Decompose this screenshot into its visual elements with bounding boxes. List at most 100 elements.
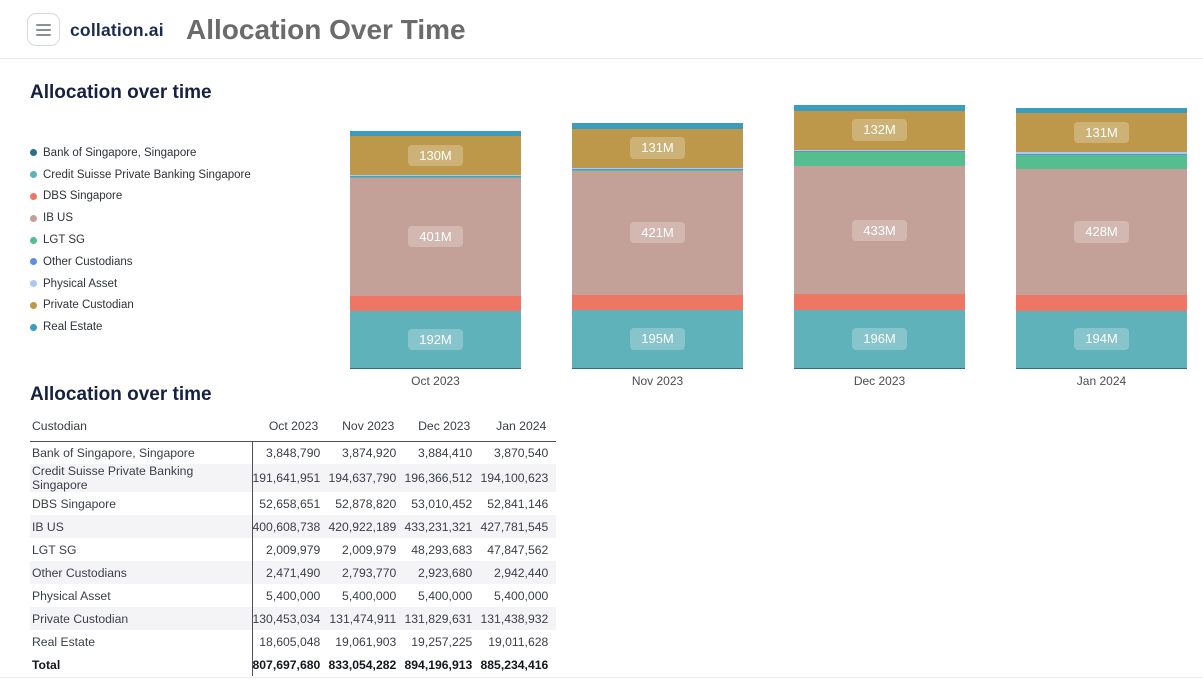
table-cell: 3,870,540 bbox=[494, 445, 549, 460]
axis-tick-label: Dec 2023 bbox=[853, 374, 906, 388]
bar-segment[interactable] bbox=[794, 294, 965, 310]
bar-segment[interactable] bbox=[350, 367, 521, 369]
bar-segment[interactable]: 130M bbox=[350, 136, 521, 175]
table-cell: 48,293,683 bbox=[411, 542, 473, 557]
bar-segment[interactable] bbox=[572, 123, 743, 129]
bar-segment[interactable] bbox=[1016, 107, 1187, 114]
table-row: DBS Singapore 52,658,651 52,878,820 53,010,… bbox=[30, 492, 556, 515]
bar-segment[interactable]: 433M bbox=[794, 166, 965, 295]
legend-dot-icon bbox=[30, 301, 37, 309]
bar-segment[interactable] bbox=[350, 176, 521, 177]
table-row: IB US 400,608,738 420,922,189 433,231,321 42… bbox=[30, 515, 557, 538]
table-cell: Other Custodians bbox=[32, 565, 127, 580]
bar-segment[interactable] bbox=[794, 152, 965, 167]
bar-segment[interactable] bbox=[350, 174, 521, 177]
bottom-divider bbox=[0, 677, 1203, 678]
legend-item[interactable]: DBS Singapore bbox=[30, 186, 251, 208]
bar-segment[interactable] bbox=[572, 167, 743, 170]
table-cell: 894,196,913 bbox=[404, 657, 473, 672]
legend-label: Bank of Singapore, Singapore bbox=[43, 146, 197, 159]
bar-segment[interactable] bbox=[1016, 367, 1187, 369]
table-cell: 52,658,651 bbox=[251, 492, 329, 515]
table-cell: 3,884,410 bbox=[418, 445, 473, 460]
table-cell: 2,009,979 bbox=[251, 538, 329, 561]
bar-segment[interactable] bbox=[794, 367, 965, 369]
bar-value-badge: 401M bbox=[408, 225, 463, 248]
bar-segment[interactable]: 192M bbox=[350, 311, 521, 368]
legend-label: Real Estate bbox=[43, 321, 103, 334]
table-cell: Total bbox=[32, 657, 61, 672]
table-cell: 420,922,189 bbox=[328, 519, 397, 534]
table-cell: 194,100,623 bbox=[480, 471, 549, 485]
bar-segment[interactable] bbox=[350, 295, 521, 312]
bar-segment[interactable] bbox=[350, 130, 521, 137]
table-cell: 196,366,512 bbox=[404, 471, 473, 485]
bar-segment[interactable] bbox=[350, 176, 521, 178]
legend-item[interactable]: Physical Asset bbox=[30, 273, 251, 295]
legend-label: Private Custodian bbox=[43, 299, 134, 312]
table-row: Private Custodian 130,453,034 131,474,911 1… bbox=[30, 607, 557, 630]
legend-dot-icon bbox=[30, 236, 37, 244]
bar-segment[interactable]: 131M bbox=[572, 128, 743, 168]
bar-segment[interactable]: 196M bbox=[794, 309, 965, 368]
axis-tick-label: Nov 2023 bbox=[631, 374, 684, 388]
allocation-table: Custodian Oct 2023 Nov 2023 Dec 2023 Jan 202… bbox=[30, 412, 557, 676]
table-header-cell: Jan 2024 bbox=[480, 412, 557, 442]
table-cell: 131,829,631 bbox=[404, 611, 473, 626]
table-cell: 191,641,951 bbox=[251, 464, 329, 492]
table-cell: 2,942,440 bbox=[494, 565, 549, 580]
bar-segment[interactable] bbox=[794, 105, 965, 111]
bar-segment[interactable] bbox=[572, 294, 743, 311]
bar-segment[interactable]: 131M bbox=[1016, 113, 1187, 153]
table-cell: IB US bbox=[32, 519, 64, 534]
bar-segment[interactable] bbox=[1016, 154, 1187, 169]
table-cell: 131,438,932 bbox=[480, 611, 549, 626]
legend-item[interactable]: Private Custodian bbox=[30, 295, 251, 317]
bar-segment[interactable] bbox=[794, 151, 965, 153]
table-cell: 5,400,000 bbox=[251, 584, 329, 607]
legend-item[interactable]: Other Custodians bbox=[30, 251, 251, 273]
bar-value-badge: 131M bbox=[630, 137, 685, 159]
bar-segment[interactable] bbox=[572, 169, 743, 171]
allocation-table-header: Custodian Oct 2023 Nov 2023 Dec 2023 Jan 202… bbox=[30, 412, 557, 442]
bar-value-badge: 132M bbox=[852, 119, 907, 141]
bar-segment[interactable]: 428M bbox=[1016, 168, 1187, 295]
legend-item[interactable]: Credit Suisse Private Banking Singapore bbox=[30, 164, 251, 186]
bar-segment[interactable] bbox=[1016, 294, 1187, 311]
table-row: Bank of Singapore, Singapore 3,848,790 3,8… bbox=[30, 441, 556, 464]
table-cell: 427,781,545 bbox=[480, 519, 549, 534]
table-cell: 47,847,562 bbox=[487, 542, 549, 557]
bar-segment[interactable] bbox=[1016, 153, 1187, 155]
legend-item[interactable]: Real Estate bbox=[30, 316, 251, 338]
hamburger-menu-button[interactable] bbox=[27, 13, 60, 46]
table-cell: 5,400,000 bbox=[494, 588, 549, 603]
bar-column: 196M 433M 132M bbox=[794, 105, 965, 369]
brand-logo[interactable]: collation.ai bbox=[70, 20, 164, 40]
legend-label: Other Custodians bbox=[43, 255, 133, 268]
table-cell: 130,453,034 bbox=[251, 607, 329, 630]
axis-tick-label: Jan 2024 bbox=[1076, 374, 1127, 388]
bar-segment[interactable] bbox=[572, 367, 743, 369]
table-cell: 53,010,452 bbox=[411, 496, 473, 511]
bar-value-badge: 428M bbox=[1074, 221, 1129, 243]
bar-segment[interactable] bbox=[1016, 152, 1187, 154]
table-cell: 2,923,680 bbox=[418, 565, 473, 580]
legend-item[interactable]: IB US bbox=[30, 207, 251, 229]
legend-item[interactable]: LGT SG bbox=[30, 229, 251, 251]
table-cell: 2,009,979 bbox=[342, 542, 397, 557]
bar-segment[interactable]: 421M bbox=[572, 170, 743, 295]
table-cell: 19,257,225 bbox=[411, 634, 473, 649]
bar-segment[interactable]: 195M bbox=[572, 310, 743, 368]
legend-dot-icon bbox=[30, 149, 37, 157]
chart-section-title: Allocation over time bbox=[30, 82, 212, 103]
bar-segment[interactable]: 401M bbox=[350, 177, 521, 296]
bar-value-badge: 130M bbox=[408, 144, 463, 167]
bar-segment[interactable] bbox=[572, 169, 743, 170]
bar-segment[interactable]: 132M bbox=[794, 110, 965, 150]
table-cell: 2,793,770 bbox=[342, 565, 397, 580]
legend-item[interactable]: Bank of Singapore, Singapore bbox=[30, 142, 251, 164]
table-cell: 19,061,903 bbox=[335, 634, 397, 649]
bar-segment[interactable] bbox=[794, 149, 965, 152]
bar-segment[interactable]: 194M bbox=[1016, 310, 1187, 368]
